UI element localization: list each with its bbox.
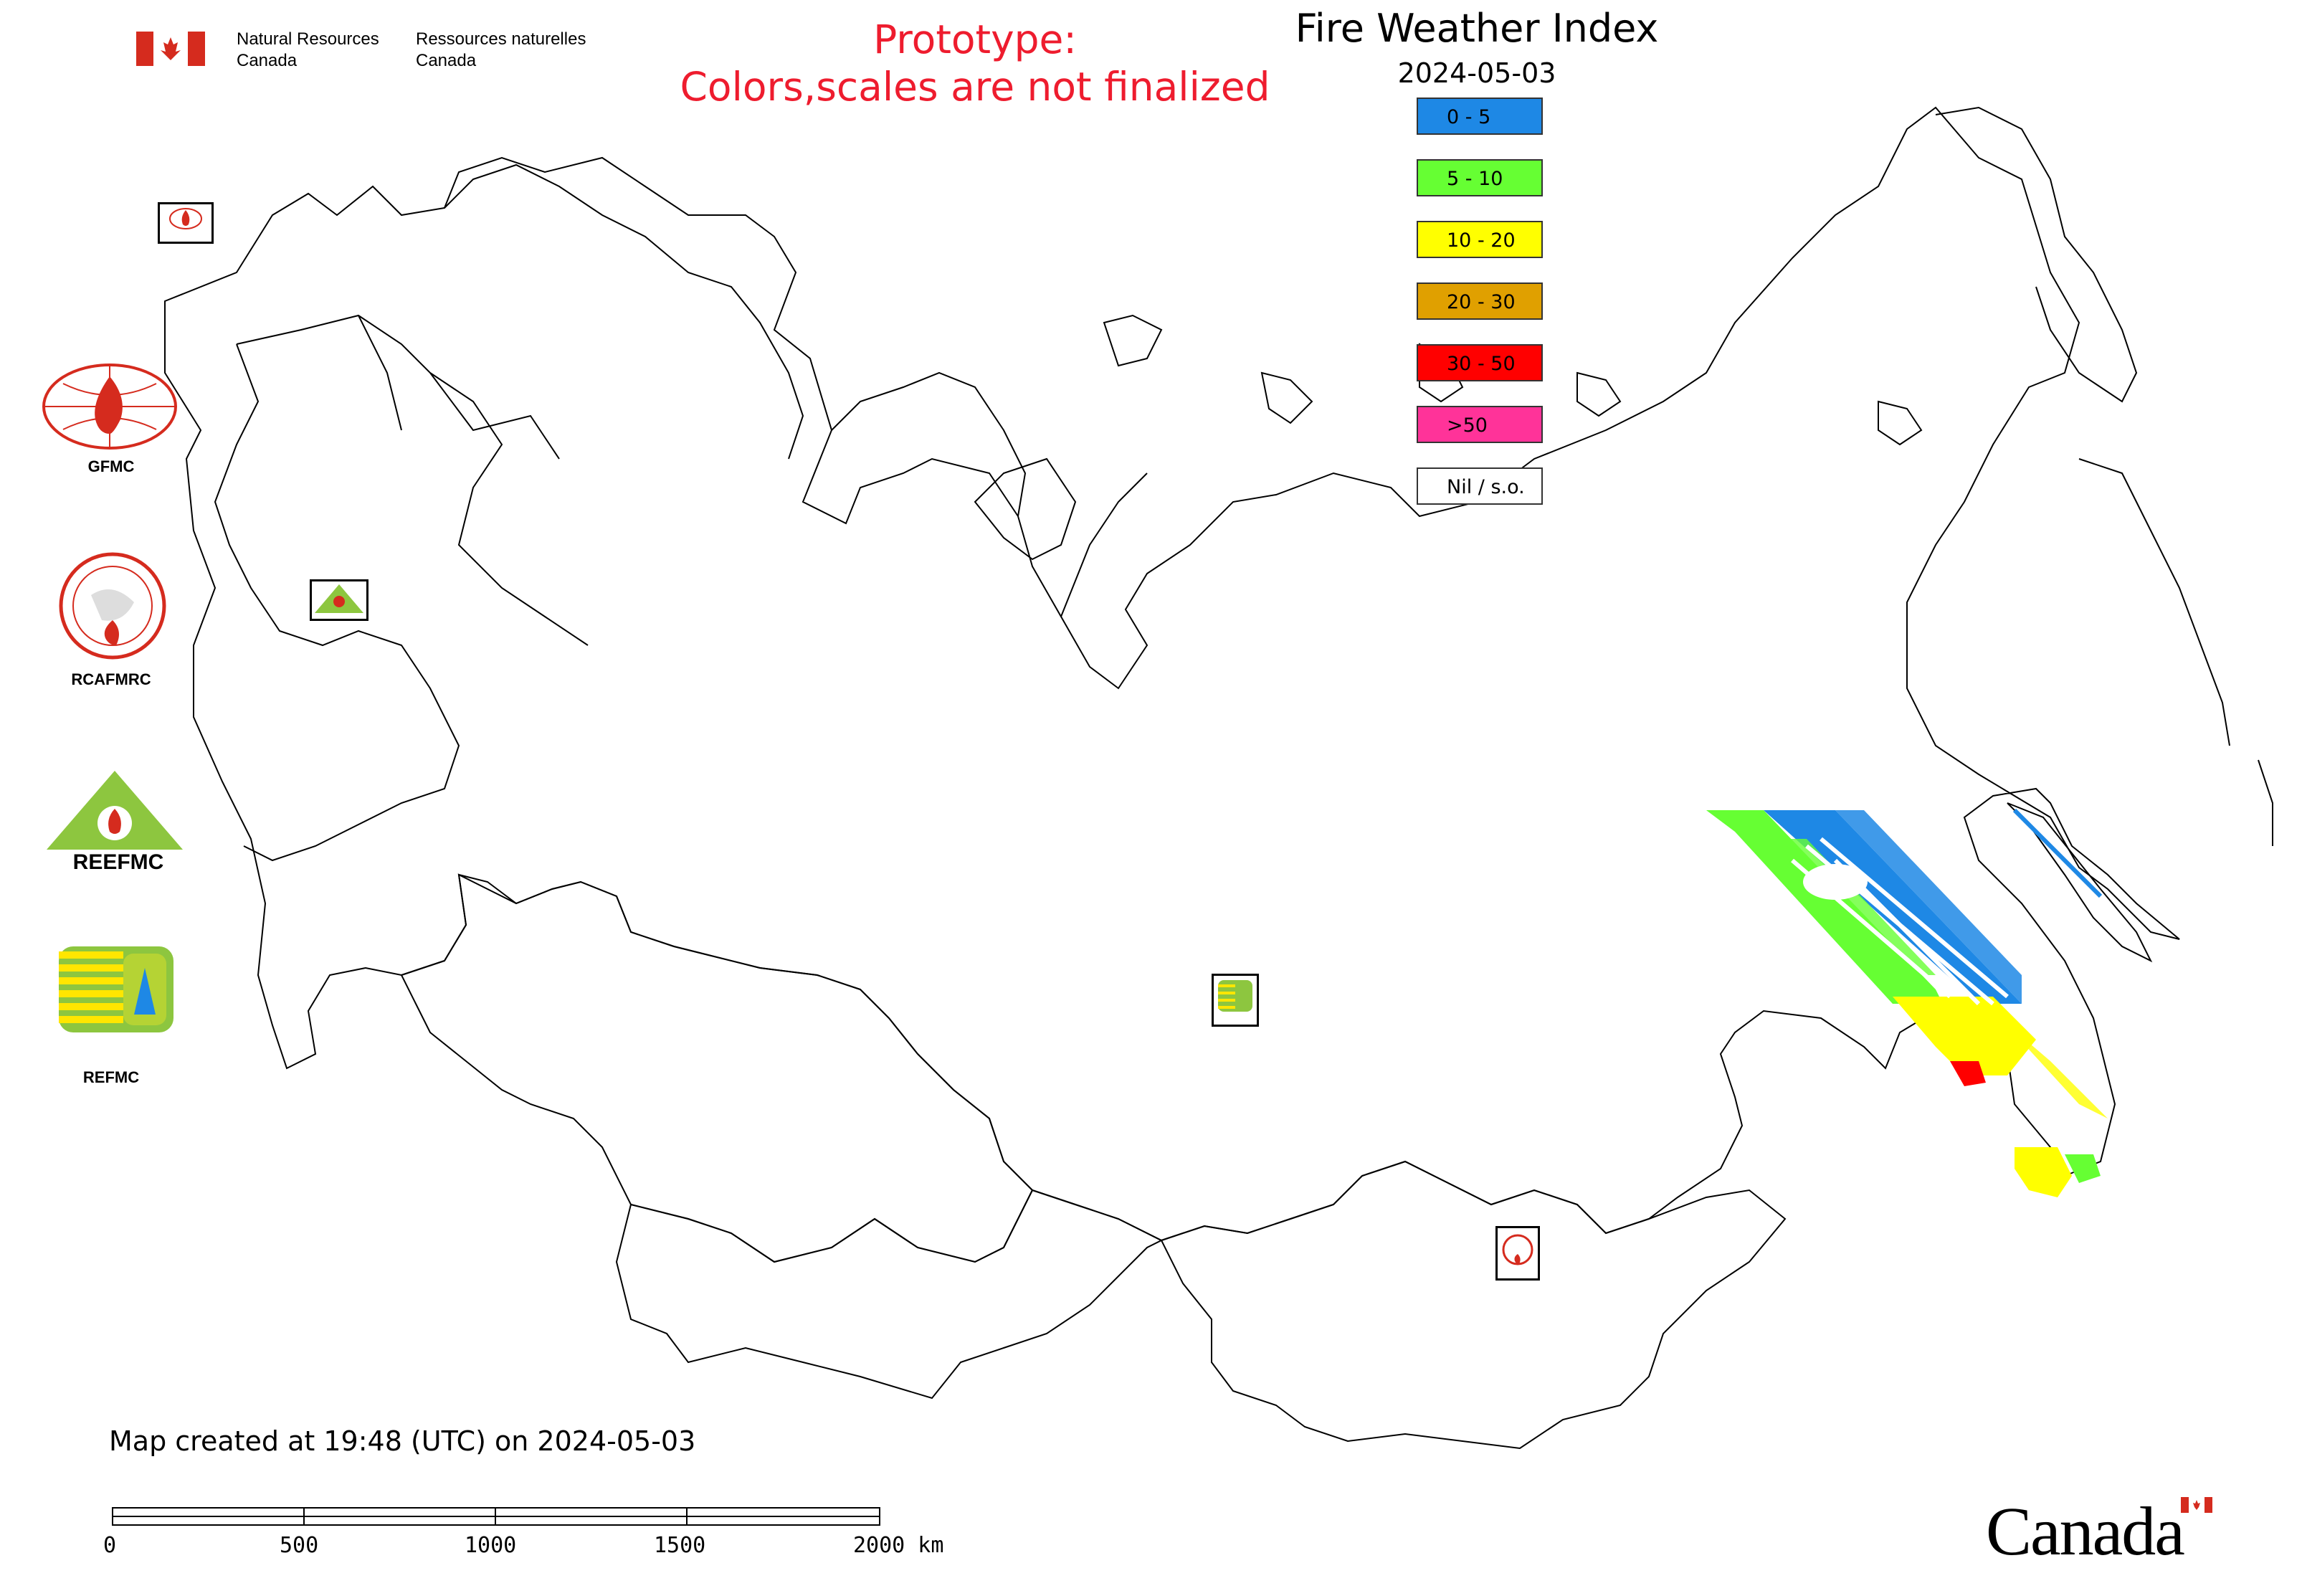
scale-bar [112,1507,880,1526]
northern-coast [444,163,1148,617]
scale-label-0: 0 [103,1533,117,1558]
org-name-fr: Ressources naturelles Canada [416,29,586,72]
sakhalin-island [2007,802,2153,963]
scale-label-500: 500 [280,1533,319,1558]
org-en-line2: Canada [237,51,298,70]
arctic-islands [974,314,1923,561]
legend-swatch-4: 30 - 50 [1417,344,1543,381]
fwi-raster [1706,808,2108,1197]
russia-border [164,106,2180,1242]
prototype-line1: Prototype: [873,16,1077,62]
map-date: 2024-05-03 [1397,57,1556,89]
reefmc-logo-icon [39,767,190,868]
reefmc-label: REEFMC [72,850,164,874]
legend-label-2: 10 - 20 [1447,229,1516,252]
scale-label-1000: 1000 [465,1533,517,1558]
prototype-line2: Colors,scales are not finalized [680,64,1270,110]
legend-label-5: >50 [1447,414,1488,437]
wordmark-flag-icon [2181,1497,2212,1513]
legend-swatch-3: 20 - 30 [1417,282,1543,320]
legend-swatch-5: >50 [1417,406,1543,443]
legend-swatch-2: 10 - 20 [1417,221,1543,258]
prototype-notice: Prototype: Colors,scales are not finaliz… [674,16,1276,110]
legend-label-0: 0 - 5 [1447,106,1491,128]
canada-wordmark-text: Canada [1986,1493,2185,1569]
rcafmrc-logo-icon [59,552,166,660]
reefmc-marker-icon [310,579,368,621]
legend-label-6: Nil / s.o. [1447,476,1525,498]
legend-swatch-0: 0 - 5 [1417,98,1543,135]
scale-label-2000: 2000 km [853,1533,944,1558]
eastern-europe-borders [214,314,589,862]
legend-label-3: 20 - 30 [1447,291,1516,313]
gfmc-marker-icon [158,202,214,244]
refmc-label: REFMC [82,1068,140,1086]
created-timestamp: Map created at 19:48 (UTC) on 2024-05-03 [109,1425,696,1457]
org-fr-line1: Ressources naturelles [416,29,586,49]
central-asia-border [615,1189,1164,1400]
legend-label-4: 30 - 50 [1447,353,1516,375]
legend-label-1: 5 - 10 [1447,168,1503,190]
canada-wordmark: Canada [1986,1491,2230,1570]
refmc-marker-icon [1212,974,1259,1027]
rcafmrc-marker-icon [1495,1226,1540,1281]
org-fr-line2: Canada [416,51,477,70]
gfmc-label: GFMC [87,457,135,475]
mongolia-border [1160,1160,1787,1450]
scale-label-1500: 1500 [654,1533,706,1558]
org-en-line1: Natural Resources [237,29,379,49]
kazakhstan-border [400,873,1034,1263]
canada-flag-icon [136,32,205,66]
kamchatka-coast [1935,106,2273,846]
map-title: Fire Weather Index [1295,6,1659,51]
refmc-logo-icon [59,946,173,1032]
legend-swatch-1: 5 - 10 [1417,159,1543,196]
org-name-en: Natural Resources Canada [237,29,379,72]
rcafmrc-label: RCAFMRC [71,670,151,688]
gfmc-logo-icon [42,362,178,452]
legend-swatch-6: Nil / s.o. [1417,467,1543,505]
